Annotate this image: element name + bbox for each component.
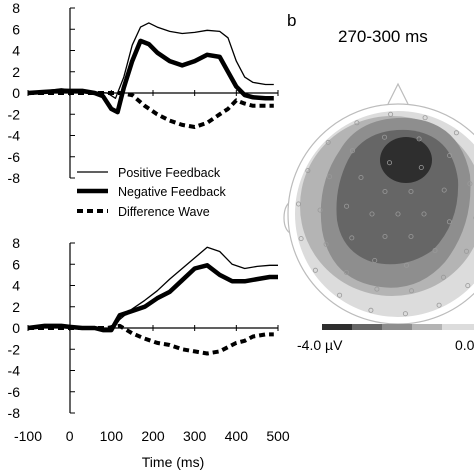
- x-tick-label: 200: [141, 428, 165, 444]
- y-tick-label: 2: [12, 64, 20, 80]
- scale-swatch-1: [322, 324, 352, 330]
- y-tick-label: -4: [8, 363, 21, 379]
- electrode-marker: [305, 168, 311, 174]
- electrode-marker: [382, 188, 388, 194]
- electrode-marker: [408, 233, 414, 239]
- electrode-marker: [337, 292, 343, 298]
- electrode-marker: [446, 219, 452, 225]
- y-tick-label: 6: [12, 256, 20, 272]
- electrode-marker: [440, 274, 446, 280]
- electrode-marker: [325, 139, 331, 145]
- legend-label-difference: Difference Wave: [118, 205, 210, 219]
- scale-swatch-4: [412, 324, 442, 330]
- electrode-marker: [453, 130, 459, 136]
- electrode-marker: [436, 302, 442, 308]
- series-line-dashed: [28, 323, 274, 356]
- electrode-marker: [358, 174, 364, 180]
- x-tick-label: 100: [100, 428, 124, 444]
- electrode-marker: [295, 201, 301, 207]
- electrode-marker: [354, 120, 360, 126]
- erp-panel-top: 8 6 4 2 0 -2 -4 -6 -8: [8, 0, 279, 186]
- x-axis-label: Time (ms): [142, 454, 204, 470]
- head-nose: [387, 82, 409, 105]
- electrode-marker: [381, 134, 387, 140]
- scale-swatch-3: [382, 324, 412, 330]
- electrode-marker: [368, 307, 374, 313]
- electrode-marker: [372, 257, 378, 263]
- y-tick-label: 0: [12, 320, 20, 336]
- electrode-marker: [421, 211, 427, 217]
- color-scale: -4.0 µV 0.0: [297, 324, 474, 353]
- x-tick-label: 500: [266, 428, 290, 444]
- electrode-marker: [432, 247, 438, 253]
- electrode-marker: [317, 207, 323, 213]
- y-tick-label: 8: [12, 0, 20, 16]
- y-tick-label: -6: [8, 384, 21, 400]
- erp-panel-bottom: 8 6 4 2 0 -2 -4 -6 -8 -100 0 100 200 300 400 500 Time (m…: [8, 235, 290, 470]
- series-line-thick: [27, 38, 274, 115]
- y-tick-label: -6: [8, 149, 21, 165]
- legend-label-negative: Negative Feedback: [118, 185, 226, 199]
- y-tick-label: -8: [8, 170, 21, 186]
- topographic-map: b 270-300 ms -4.0 µV 0.0: [283, 11, 474, 353]
- y-tick-label: -4: [8, 128, 21, 144]
- y-tick-label: 4: [12, 278, 20, 294]
- y-tick-label: -2: [8, 106, 21, 122]
- scale-min-label: -4.0 µV: [297, 337, 343, 353]
- electrode-marker: [403, 262, 409, 268]
- electrode-marker: [395, 211, 401, 217]
- electrode-marker: [382, 233, 388, 239]
- electrode-marker: [422, 115, 428, 121]
- electrode-marker: [402, 311, 408, 317]
- panel-label-b: b: [287, 11, 296, 30]
- electrode-marker: [418, 164, 424, 170]
- electrode-marker: [369, 211, 375, 217]
- electrode-marker: [465, 283, 471, 289]
- electrode-marker: [388, 111, 394, 117]
- x-tick-label: 300: [183, 428, 207, 444]
- legend: Positive Feedback Negative Feedback Diff…: [77, 166, 226, 219]
- electrode-marker: [323, 241, 329, 247]
- electrode-marker: [467, 181, 473, 187]
- electrode-marker: [374, 286, 380, 292]
- electrode-marker: [408, 288, 414, 294]
- electrode-marker: [386, 160, 392, 166]
- legend-label-positive: Positive Feedback: [118, 166, 221, 180]
- scale-swatch-2: [352, 324, 382, 330]
- electrode-marker: [447, 152, 453, 158]
- series-line-dashed: [28, 91, 274, 129]
- y-tick-label: 8: [12, 235, 20, 251]
- electrode-marker: [343, 269, 349, 275]
- y-tick-label: 2: [12, 299, 20, 315]
- electrode-marker: [312, 267, 318, 273]
- electrode-marker: [349, 235, 355, 241]
- y-tick-label: 4: [12, 43, 20, 59]
- x-tick-label: -100: [14, 428, 42, 444]
- series-line-thick: [27, 263, 278, 333]
- electrode-marker: [441, 187, 447, 193]
- electrode-markers: [295, 111, 474, 317]
- scale-swatch-5: [442, 324, 474, 330]
- y-tick-label: 6: [12, 21, 20, 37]
- series-line-thin: [27, 246, 278, 332]
- electrode-marker: [416, 136, 422, 142]
- electrode-marker: [408, 188, 414, 194]
- topomap-title: 270-300 ms: [338, 27, 428, 46]
- y-tick-label: -8: [8, 405, 21, 421]
- x-tick-label: 0: [66, 428, 74, 444]
- electrode-marker: [326, 174, 332, 180]
- electrode-marker: [298, 236, 304, 242]
- electrode-marker: [463, 248, 469, 254]
- electrode-marker: [344, 203, 350, 209]
- x-tick-label: 400: [225, 428, 249, 444]
- y-tick-label: 0: [12, 85, 20, 101]
- y-tick-label: -2: [8, 341, 21, 357]
- electrode-marker: [349, 148, 355, 154]
- contour-level-5: [380, 137, 432, 183]
- scale-max-label: 0.0: [455, 337, 474, 353]
